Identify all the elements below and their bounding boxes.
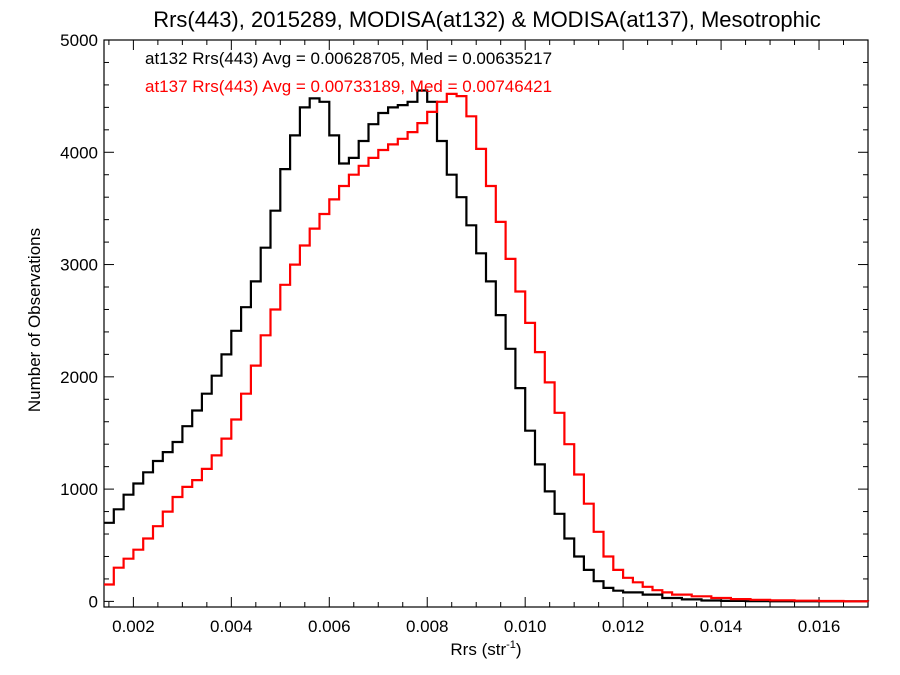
y-tick-label: 4000	[60, 143, 98, 162]
x-tick-label: 0.014	[700, 617, 743, 636]
y-tick-label: 2000	[60, 368, 98, 387]
legend-at132: at132 Rrs(443) Avg = 0.00628705, Med = 0…	[145, 49, 552, 68]
series-at137-line	[104, 92, 870, 603]
x-axis-label: Rrs (str-1)	[450, 639, 521, 659]
x-tick-label: 0.004	[210, 617, 253, 636]
x-axis-label-superscript: -1	[506, 639, 516, 651]
y-axis-label: Number of Observations	[25, 228, 44, 412]
y-tick-label: 0	[89, 592, 98, 611]
x-tick-label: 0.006	[308, 617, 351, 636]
y-tick-label: 5000	[60, 31, 98, 50]
series-at132-line	[104, 89, 870, 603]
x-tick-label: 0.010	[504, 617, 547, 636]
y-tick-label: 3000	[60, 256, 98, 275]
x-axis-label-base: Rrs (str	[450, 640, 506, 659]
legend-at137: at137 Rrs(443) Avg = 0.00733189, Med = 0…	[145, 77, 552, 96]
axis-ticks: 0.002 0.004 0.006 0.008 0.010 0.012 0.014 0.016…	[60, 31, 868, 636]
x-axis-label-end: )	[516, 640, 522, 659]
series-lines	[104, 89, 870, 603]
x-tick-label: 0.012	[602, 617, 645, 636]
plot-frame	[103, 39, 869, 608]
x-tick-label: 0.008	[406, 617, 449, 636]
y-tick-label: 1000	[60, 480, 98, 499]
x-tick-label: 0.002	[112, 617, 155, 636]
chart-title: Rrs(443), 2015289, MODISA(at132) & MODIS…	[153, 7, 821, 32]
x-tick-label: 0.016	[798, 617, 841, 636]
